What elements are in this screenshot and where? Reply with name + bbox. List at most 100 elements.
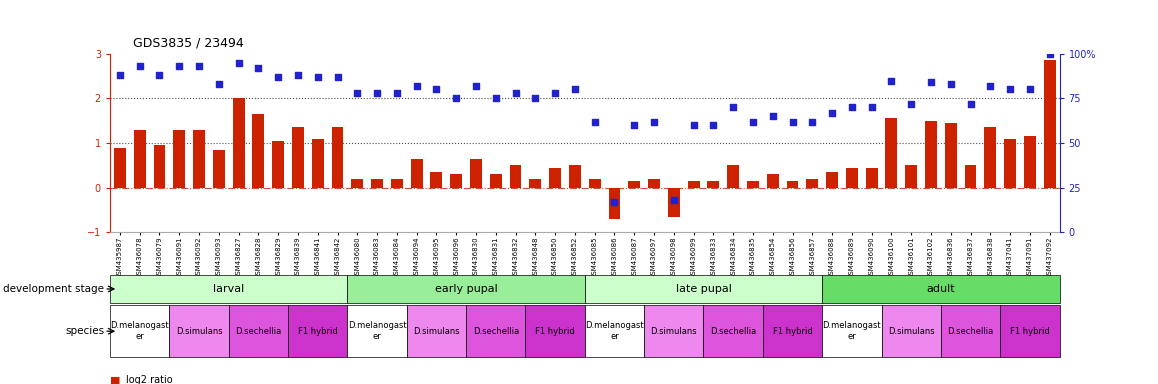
Point xyxy=(665,197,683,203)
Point xyxy=(1020,86,1039,93)
Text: D.simulans: D.simulans xyxy=(413,327,460,336)
Bar xyxy=(1043,60,1056,188)
Point xyxy=(625,122,644,128)
Point xyxy=(210,81,228,87)
Point xyxy=(288,72,307,78)
Point xyxy=(882,78,901,84)
Bar xyxy=(510,166,521,188)
Bar xyxy=(1004,139,1016,188)
Bar xyxy=(252,114,264,188)
Bar xyxy=(490,174,501,188)
Point xyxy=(1040,51,1058,57)
Text: D.sechellia: D.sechellia xyxy=(710,327,756,336)
Text: species: species xyxy=(65,326,104,336)
Text: F1 hybrid: F1 hybrid xyxy=(535,327,576,336)
Bar xyxy=(133,130,146,188)
Bar xyxy=(886,119,897,188)
Text: ■: ■ xyxy=(110,375,120,384)
Point xyxy=(586,119,604,125)
Bar xyxy=(806,179,819,188)
Bar xyxy=(588,179,601,188)
Text: D.sechellia: D.sechellia xyxy=(472,327,519,336)
Bar xyxy=(292,127,303,188)
Point xyxy=(349,90,367,96)
Text: late pupal: late pupal xyxy=(675,284,732,294)
Point xyxy=(308,74,327,80)
Text: F1 hybrid: F1 hybrid xyxy=(298,327,338,336)
Bar xyxy=(786,181,799,188)
Bar xyxy=(193,130,205,188)
Bar xyxy=(906,166,917,188)
Text: GDS3835 / 23494: GDS3835 / 23494 xyxy=(133,37,244,50)
Bar xyxy=(213,150,225,188)
Text: adult: adult xyxy=(926,284,955,294)
Point xyxy=(408,83,426,89)
Bar xyxy=(767,174,778,188)
Bar xyxy=(312,139,323,188)
Point xyxy=(961,101,980,107)
Point xyxy=(388,90,406,96)
Point xyxy=(704,122,723,128)
Text: D.melanogast
er: D.melanogast er xyxy=(585,321,644,341)
Bar xyxy=(945,123,957,188)
Bar xyxy=(845,167,858,188)
Point xyxy=(783,119,801,125)
Point xyxy=(941,81,960,87)
Bar xyxy=(233,98,244,188)
Bar xyxy=(154,145,166,188)
Bar xyxy=(629,181,640,188)
Point xyxy=(1001,86,1019,93)
Point xyxy=(743,119,762,125)
Point xyxy=(328,74,346,80)
Text: development stage: development stage xyxy=(3,284,104,294)
Bar xyxy=(549,167,560,188)
Bar xyxy=(727,166,739,188)
Bar xyxy=(609,188,621,219)
Bar xyxy=(431,172,442,188)
Point xyxy=(486,95,505,101)
Bar xyxy=(351,179,364,188)
Point xyxy=(802,119,821,125)
Text: D.melanogast
er: D.melanogast er xyxy=(347,321,406,341)
Point xyxy=(111,72,130,78)
Point xyxy=(229,60,248,66)
Point xyxy=(863,104,881,111)
Text: D.sechellia: D.sechellia xyxy=(235,327,281,336)
Point xyxy=(151,72,169,78)
Bar xyxy=(648,179,660,188)
Bar xyxy=(113,147,126,188)
Bar xyxy=(569,166,581,188)
Point xyxy=(981,83,999,89)
Bar xyxy=(708,181,719,188)
Bar xyxy=(965,166,976,188)
Point xyxy=(545,90,564,96)
Point xyxy=(823,109,842,116)
Point xyxy=(170,63,189,70)
Bar xyxy=(371,179,383,188)
Point xyxy=(467,83,485,89)
Point xyxy=(526,95,544,101)
Bar xyxy=(391,179,403,188)
Bar xyxy=(331,127,344,188)
Bar xyxy=(411,159,423,188)
Point xyxy=(190,63,208,70)
Point xyxy=(368,90,387,96)
Point xyxy=(447,95,466,101)
Point xyxy=(131,63,149,70)
Text: early pupal: early pupal xyxy=(434,284,498,294)
Point xyxy=(427,86,446,93)
Point xyxy=(724,104,742,111)
Point xyxy=(922,79,940,85)
Bar xyxy=(925,121,937,188)
Bar xyxy=(826,172,838,188)
Text: D.simulans: D.simulans xyxy=(176,327,222,336)
Bar xyxy=(668,188,680,217)
Text: log2 ratio: log2 ratio xyxy=(126,375,173,384)
Point xyxy=(843,104,862,111)
Text: larval: larval xyxy=(213,284,244,294)
Bar xyxy=(747,181,758,188)
Text: F1 hybrid: F1 hybrid xyxy=(772,327,813,336)
Bar xyxy=(450,174,462,188)
Point xyxy=(645,119,664,125)
Point xyxy=(902,101,921,107)
